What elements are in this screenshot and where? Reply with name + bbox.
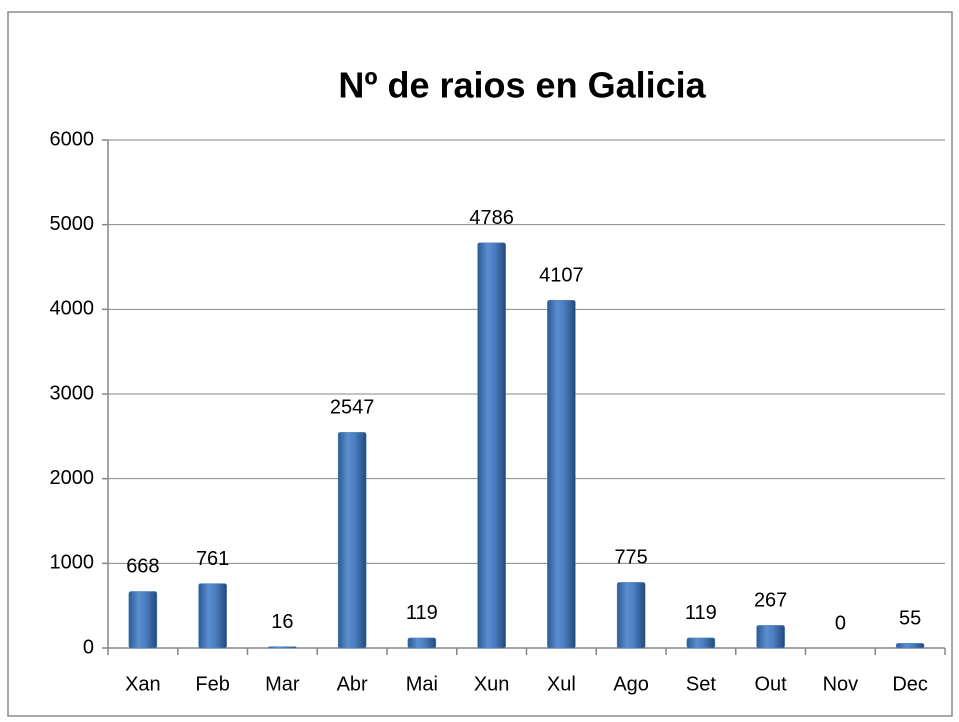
x-tick-label: Nov [823, 673, 859, 695]
bar [616, 582, 646, 649]
x-tick-label: Feb [195, 673, 229, 695]
y-tick-label: 5000 [50, 213, 95, 235]
x-tick-label: Out [755, 673, 788, 695]
data-label: 16 [271, 611, 293, 633]
data-label: 775 [614, 547, 647, 569]
y-tick-label: 4000 [50, 298, 95, 320]
bar [337, 432, 367, 649]
data-label: 2547 [330, 397, 375, 419]
bar [407, 637, 437, 649]
bar [198, 583, 227, 649]
data-label: 4786 [469, 207, 514, 229]
x-tick-label: Dec [892, 673, 928, 695]
x-tick-label: Xun [474, 673, 510, 695]
y-tick-label: 0 [83, 636, 94, 658]
bar [547, 300, 576, 649]
data-label: 55 [899, 608, 921, 630]
data-label: 119 [406, 602, 438, 624]
x-tick-label: Mar [265, 673, 300, 695]
chart-title: Nº de raios en Galicia [338, 65, 706, 106]
y-tick-label: 3000 [50, 382, 95, 404]
bar [895, 643, 925, 649]
x-tick-label: Xul [547, 673, 576, 695]
y-tick-label: 6000 [50, 128, 95, 150]
y-tick-label: 1000 [50, 552, 95, 574]
data-label: 668 [126, 556, 159, 578]
x-tick-label: Xan [125, 673, 161, 695]
bar [686, 637, 716, 649]
data-label: 119 [685, 602, 717, 624]
data-label: 267 [754, 590, 787, 612]
data-label: 4107 [539, 265, 584, 287]
bar [268, 646, 297, 649]
x-tick-label: Ago [613, 673, 649, 695]
x-tick-label: Abr [337, 673, 368, 695]
bar [477, 242, 506, 649]
data-label: 0 [835, 612, 846, 634]
x-tick-label: Mai [406, 673, 438, 695]
bar [128, 591, 158, 649]
bar [756, 625, 785, 649]
data-label: 761 [196, 548, 229, 570]
x-tick-label: Set [686, 673, 716, 695]
y-tick-label: 2000 [50, 467, 95, 489]
